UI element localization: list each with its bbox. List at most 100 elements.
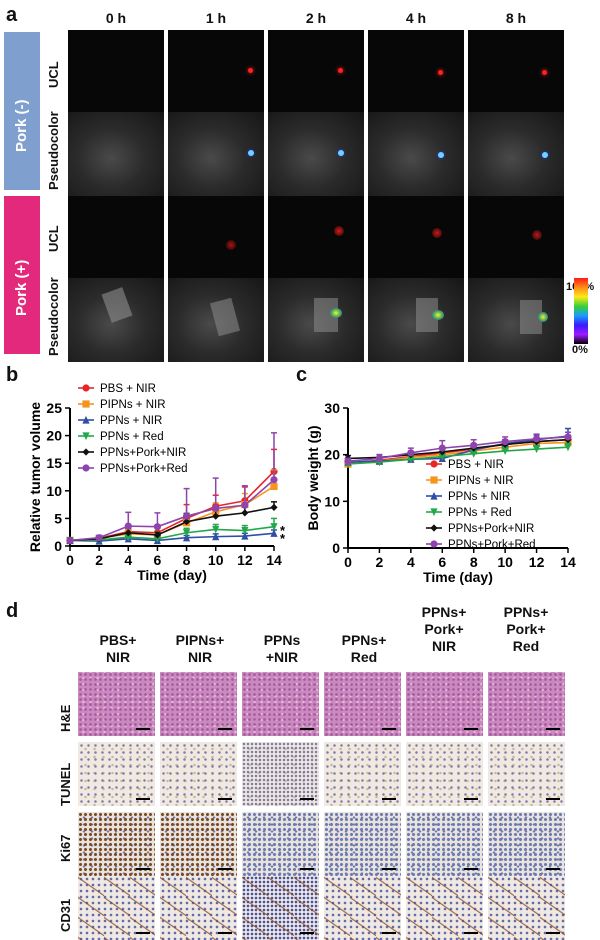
ucl-image (268, 30, 364, 114)
x-axis-label: Time (day) (137, 567, 207, 583)
histology-image (406, 876, 483, 940)
histology-image (160, 812, 237, 876)
x-tick-label: 10 (208, 552, 224, 568)
scale-bar (218, 798, 232, 800)
histology-image (488, 742, 565, 806)
pseudocolor-image (368, 112, 464, 196)
colorbar-min-label: 0% (572, 344, 588, 356)
scale-bar (300, 728, 314, 730)
scale-bar (218, 728, 232, 730)
body-weight-chart: 0 10 20 30 0 2 4 6 8 10 12 14 Time (day) Body weight … (305, 400, 576, 585)
x-tick-label: 0 (344, 554, 352, 570)
data-point (430, 460, 438, 468)
y-tick-label: 0 (54, 538, 62, 554)
series-line (347, 436, 569, 462)
data-point (430, 524, 438, 532)
series-line (69, 532, 275, 542)
histology-image (242, 876, 319, 940)
x-tick-label: 12 (529, 554, 545, 570)
series (66, 432, 278, 545)
data-point (532, 435, 541, 443)
histology-image (488, 812, 565, 876)
ucl-image (168, 30, 264, 114)
time-label: 8 h (505, 10, 527, 26)
data-point (438, 448, 446, 456)
x-tick-label: 4 (407, 554, 415, 570)
series (344, 431, 572, 465)
legend-entry: PPNs+Pork+NIR (448, 523, 534, 535)
pseudocolor-image (268, 278, 364, 362)
data-point (438, 444, 446, 452)
histology-image (242, 672, 319, 736)
ucl-image (68, 196, 164, 280)
y-tick-label: 25 (46, 400, 62, 416)
histology-image (242, 742, 319, 806)
scale-bar (546, 728, 560, 730)
ucl-image (468, 30, 564, 114)
ucl-image (368, 196, 464, 280)
data-point (182, 533, 191, 542)
group-label-pork-pos: Pork (+) (13, 259, 30, 316)
histology-image (242, 812, 319, 876)
colorbar (574, 278, 588, 344)
histology-image (406, 742, 483, 806)
legend-entry: PIPNs + NIR (448, 475, 514, 487)
column-header: PIPNs+ NIR (175, 632, 225, 665)
legend-entry: PPNs + Red (448, 507, 512, 519)
scale-bar (382, 868, 396, 870)
pseudocolor-image (268, 112, 364, 196)
column-header: PBS+ NIR (99, 632, 137, 665)
x-tick-label: 10 (497, 554, 513, 570)
panel-label-b: b (6, 364, 19, 386)
histology-image (324, 672, 401, 736)
pseudocolor-image (68, 112, 164, 196)
legend-entry: PPNs+Pork+Red (100, 463, 188, 475)
scale-bar (382, 728, 396, 730)
histology-image (406, 812, 483, 876)
scale-bar (464, 932, 478, 934)
scale-bar (546, 932, 560, 934)
legend-entry: PBS + NIR (448, 459, 504, 471)
data-point (564, 443, 572, 452)
pseudocolor-image (168, 278, 264, 362)
scale-bar (136, 798, 150, 800)
data-point (270, 482, 278, 490)
series-line (347, 446, 569, 465)
time-label: 1 h (205, 10, 227, 26)
panel-label-c: c (296, 364, 308, 386)
time-label: 0 h (105, 10, 127, 26)
pseudocolor-image (368, 278, 464, 362)
histology-image (160, 672, 237, 736)
data-point (124, 533, 132, 542)
scale-bar (300, 868, 314, 870)
row-label-tunel: TUNEL (58, 762, 73, 806)
x-tick-label: 6 (438, 554, 446, 570)
histology-image (160, 742, 237, 806)
histology-image (78, 672, 155, 736)
legend-entry: PPNs + NIR (448, 491, 510, 503)
data-point (430, 508, 438, 517)
scale-bar (300, 798, 314, 800)
histology-image (78, 812, 155, 876)
group-label-pork-neg: Pork (-) (13, 99, 30, 153)
data-point (212, 504, 220, 513)
legend-entry: PPNs + Red (100, 431, 164, 443)
panel-label-a: a (6, 4, 18, 26)
scale-bar (464, 798, 478, 800)
data-point (153, 523, 162, 531)
data-point (270, 476, 278, 484)
data-point (82, 432, 90, 441)
row-label-cd31: CD31 (58, 898, 73, 932)
scale-bar (382, 798, 396, 800)
data-point (501, 438, 509, 446)
time-label: 2 h (305, 10, 327, 26)
data-point (212, 525, 220, 534)
group-band-pork-pos: Pork (+) (4, 196, 40, 354)
scale-bar (136, 728, 150, 730)
data-point (501, 447, 509, 456)
data-point (182, 512, 191, 520)
histology-image (488, 876, 565, 940)
legend: PBS + NIR PIPNs + NIR PPNs + NIR PPNs + Red… (426, 459, 536, 551)
histology-image (78, 742, 155, 806)
group-band-pork-neg: Pork (-) (4, 32, 40, 190)
